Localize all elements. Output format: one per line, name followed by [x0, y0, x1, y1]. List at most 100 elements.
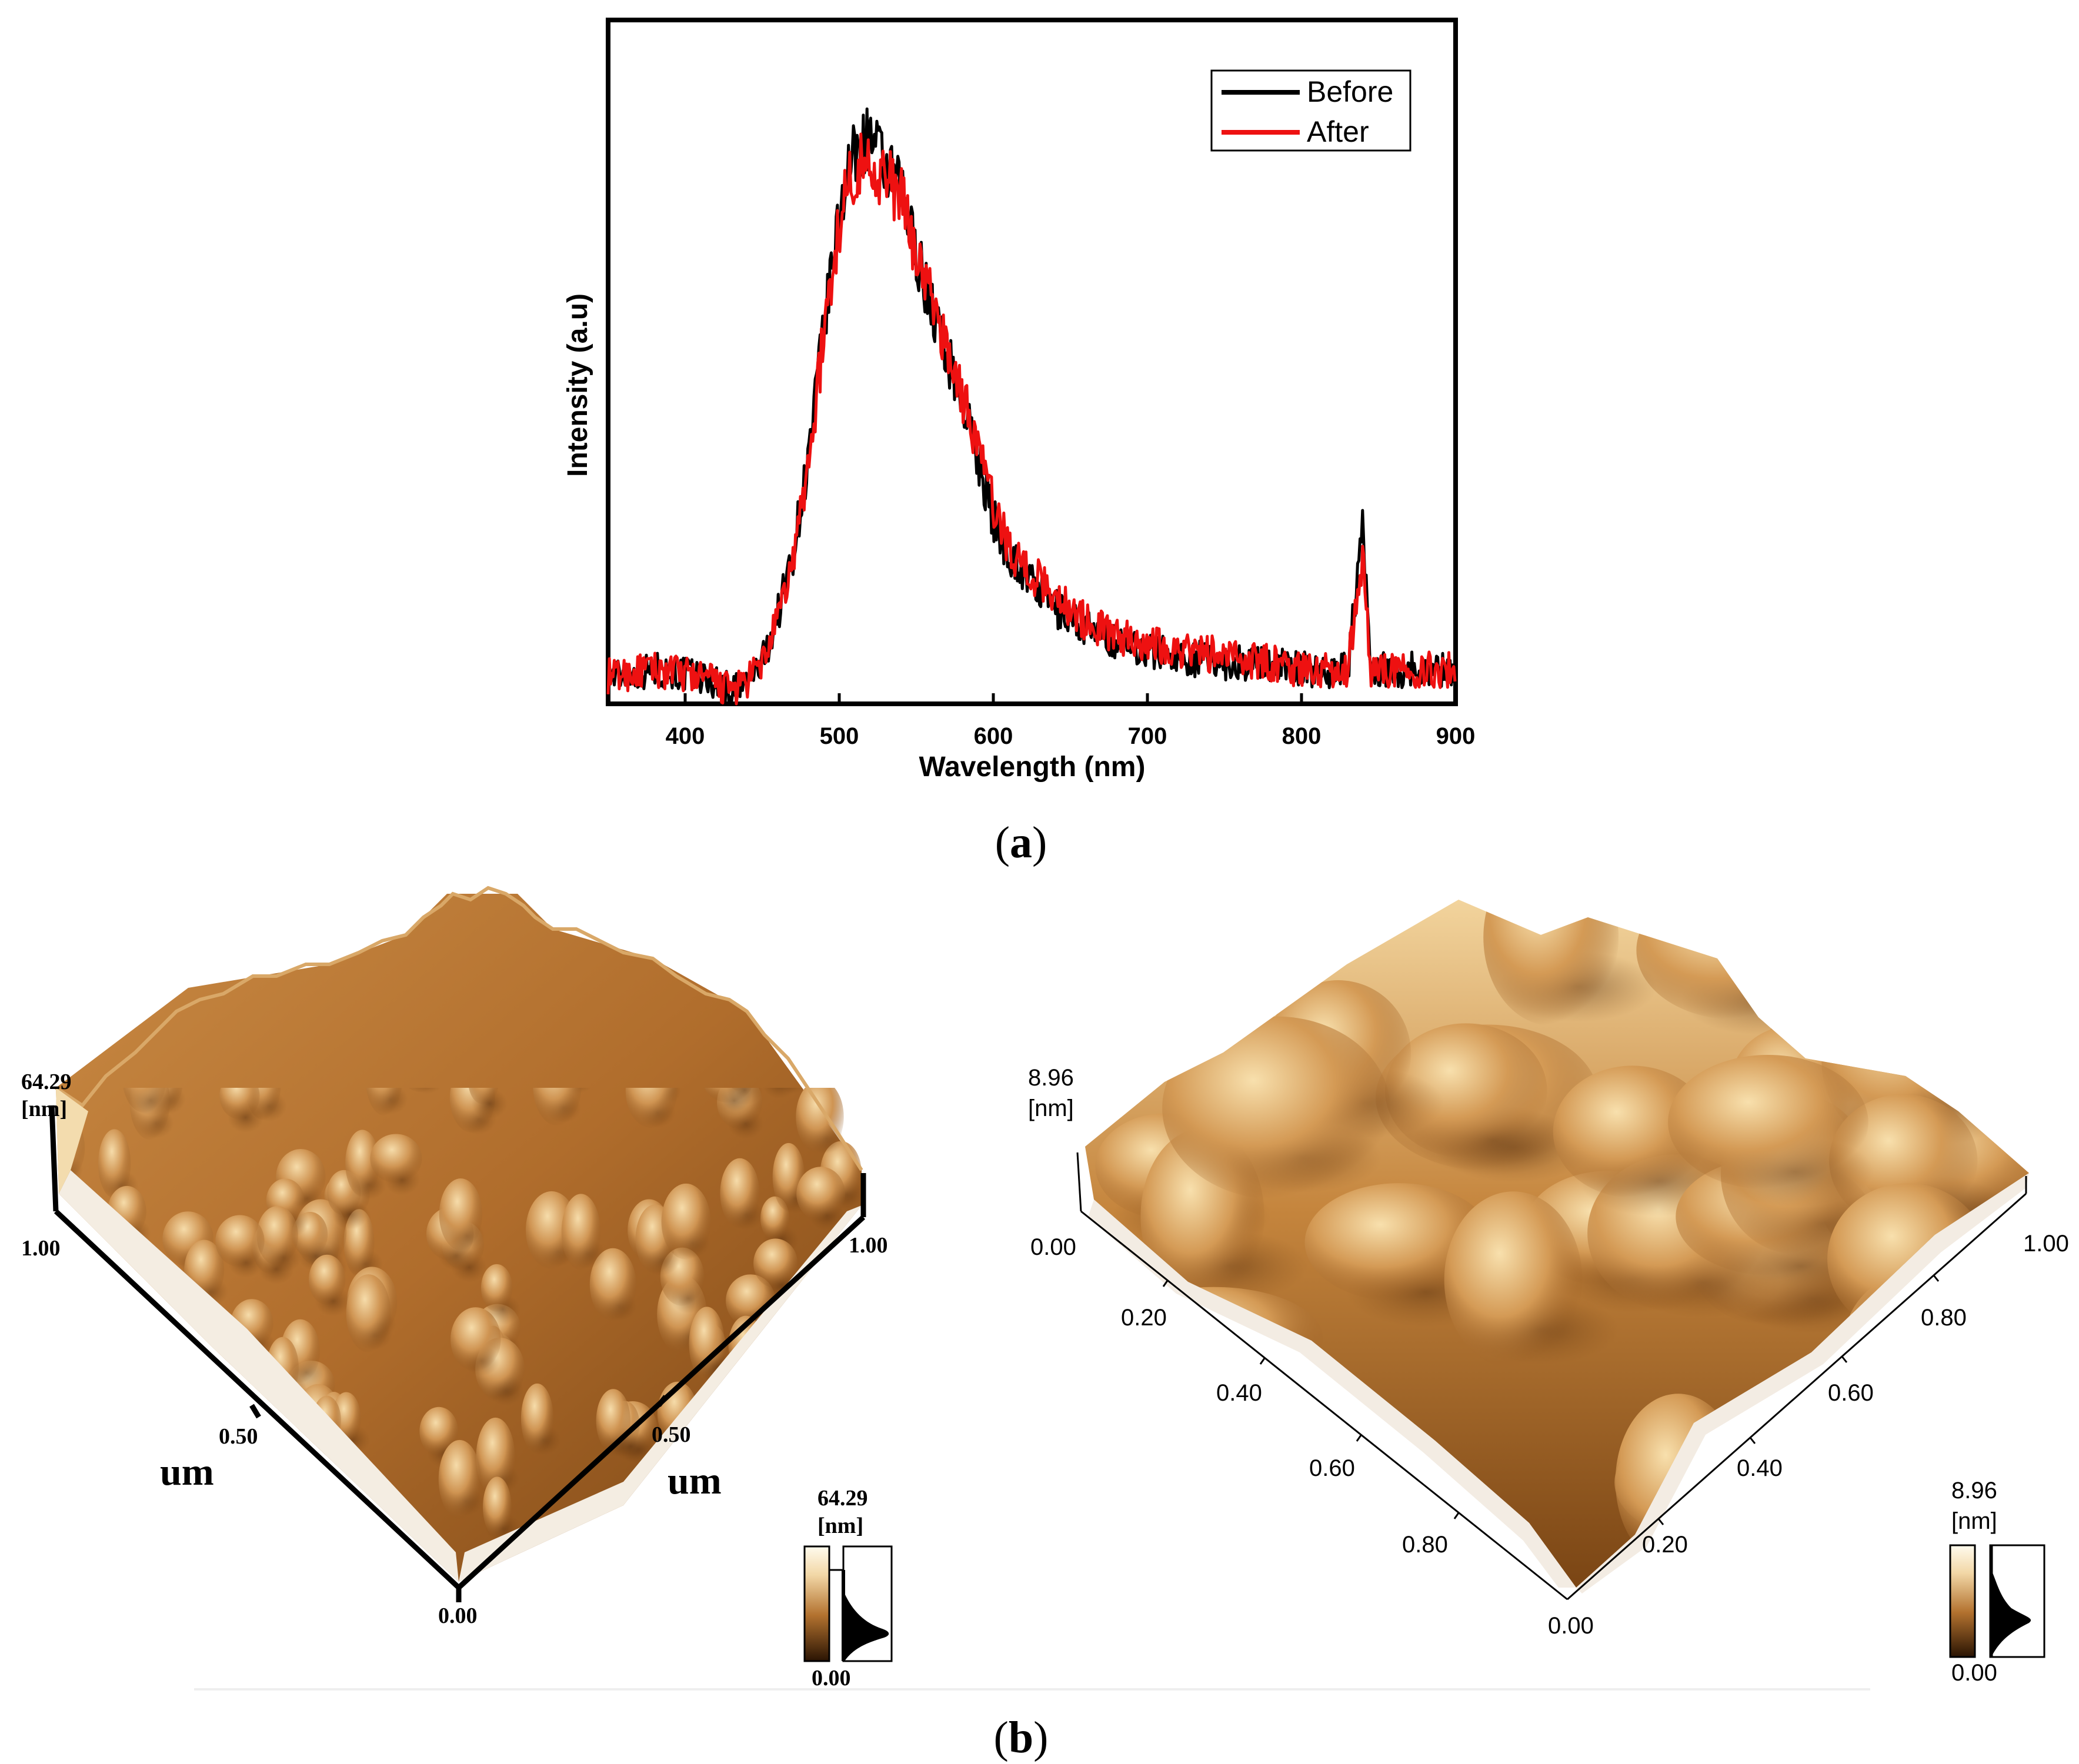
surface-grain — [1790, 1354, 2019, 1534]
surface-grain — [56, 1415, 94, 1467]
surface-grain — [256, 1206, 298, 1266]
surface-shadow — [710, 1526, 746, 1557]
surface-shadow — [316, 918, 352, 949]
x-tick-label: 700 — [1128, 723, 1167, 749]
surface-shadow — [834, 924, 870, 955]
surface-shadow — [724, 1432, 760, 1463]
afm-after-surface — [1085, 900, 2029, 1593]
surface-grain — [121, 923, 160, 997]
surface-grain — [308, 1254, 346, 1305]
surface-grain — [810, 1301, 862, 1356]
surface-shadow — [1089, 1402, 1248, 1473]
surface-grain — [144, 1331, 182, 1384]
surface-shadow — [655, 1512, 692, 1543]
surface-shadow — [616, 1534, 653, 1565]
surface-grain — [215, 1215, 265, 1267]
tick-layer: 400 500 600 700 800 900 — [666, 693, 1475, 749]
surface-grain — [520, 1383, 554, 1454]
surface-shadow — [171, 941, 206, 972]
surface-shadow — [177, 1526, 214, 1557]
surface-grain — [827, 885, 865, 951]
surface-grain — [59, 986, 105, 1040]
surface-grain — [799, 1383, 834, 1444]
surface-grain — [789, 959, 833, 1010]
surface-grain — [97, 1454, 131, 1508]
surface-grain — [625, 1088, 678, 1128]
afm-before-panel: 64.29 [nm] 1.00 1.00 0.00 0.50 0.50 um u… — [21, 863, 893, 1690]
surface-shadow — [802, 1300, 839, 1331]
surface-grain — [482, 1476, 512, 1538]
surface-grain — [796, 1088, 844, 1154]
surface-grain — [156, 890, 188, 935]
afm-before-colorbar-scale — [803, 1545, 830, 1662]
surface-shadow — [119, 1343, 156, 1374]
surface-grain — [439, 1178, 483, 1251]
afm-after-panel: 8.96 [nm] 0.00 0.20 0.40 0.60 0.80 0.00 … — [1028, 900, 2069, 1686]
afm-after-left-tick-2: 0.40 — [1216, 1380, 1262, 1406]
afm-before-corner-right: 1.00 — [849, 1233, 888, 1258]
surface-grain — [1668, 1054, 1868, 1190]
surface-shadow — [1085, 1494, 1200, 1565]
surface-shadow — [247, 930, 283, 961]
surface-grain — [1847, 900, 2009, 1015]
afm-before-corner-left: 1.00 — [21, 1236, 61, 1261]
afm-after-right-tick-4: 0.80 — [1921, 1305, 1967, 1331]
surface-grain — [1085, 900, 1259, 978]
surface-shadow — [1888, 1352, 2029, 1424]
surface-grain — [70, 1461, 114, 1516]
surface-shadow — [151, 1364, 187, 1395]
spectrum-panel: 400 500 600 700 800 900 Wavelength (nm) Inten… — [562, 18, 1475, 867]
afm-after-left-tick-4: 0.80 — [1402, 1532, 1448, 1558]
surface-grain — [840, 1262, 862, 1318]
surface-shadow — [726, 1088, 763, 1105]
surface-shadow — [62, 1013, 98, 1043]
surface-grain — [346, 1274, 391, 1353]
caption-a: (a) — [995, 818, 1047, 867]
caption-b-letter: b — [1009, 1713, 1033, 1762]
surface-grain — [718, 1398, 755, 1454]
surface-shadow — [1110, 932, 1270, 1003]
surface-grain — [661, 1183, 711, 1260]
surface-grain — [806, 947, 837, 1024]
x-tick-label: 500 — [820, 723, 859, 749]
afm-after-colorbar-unit: [nm] — [1951, 1508, 1997, 1534]
afm-after-colorbar-bottom: 0.00 — [1951, 1660, 1997, 1686]
surface-grain — [289, 908, 322, 965]
afm-before-corner-bottom: 0.00 — [438, 1603, 478, 1628]
surface-shadow — [1710, 1468, 1869, 1539]
surface-grain — [787, 863, 830, 941]
series-layer — [606, 107, 1457, 706]
surface-shadow — [61, 1447, 97, 1478]
afm-before-front-left — [59, 1170, 459, 1582]
afm-after-zunit: [nm] — [1028, 1095, 1074, 1121]
surface-grain — [745, 913, 786, 976]
surface-shadow — [843, 915, 879, 946]
surface-grain — [450, 1307, 501, 1372]
surface-shadow — [799, 990, 835, 1021]
surface-grain — [589, 1248, 636, 1321]
legend-label-before: Before — [1307, 75, 1393, 108]
surface-grain — [241, 885, 278, 963]
surface-shadow — [178, 1505, 214, 1536]
surface-shadow — [91, 1384, 128, 1415]
afm-after-zmin: 0.00 — [1030, 1234, 1076, 1260]
afm-before-colorbar-bottom: 0.00 — [812, 1666, 851, 1690]
x-tick-label: 600 — [974, 723, 1013, 749]
afm-after-left-tick-1: 0.20 — [1121, 1305, 1167, 1331]
surface-shadow — [753, 950, 789, 981]
surface-shadow — [1770, 1468, 1929, 1539]
surface-shadow — [80, 1495, 116, 1526]
afm-after-right-tick-3: 0.60 — [1828, 1380, 1874, 1406]
afm-before-zmax: 64.29 — [21, 1070, 72, 1094]
surface-grain — [115, 1314, 148, 1360]
surface-shadow — [721, 1532, 757, 1563]
surface-shadow — [71, 1019, 106, 1050]
surface-shadow — [305, 1509, 342, 1540]
surface-grain — [1636, 900, 1833, 1020]
afm-before-axes — [49, 1105, 866, 1602]
surface-grain — [86, 1498, 136, 1554]
afm-before-ridge — [55, 886, 863, 1171]
afm-after-colorbar-scale — [1949, 1544, 1976, 1658]
surface-grain — [419, 1406, 459, 1456]
surface-grain — [1913, 996, 2029, 1108]
